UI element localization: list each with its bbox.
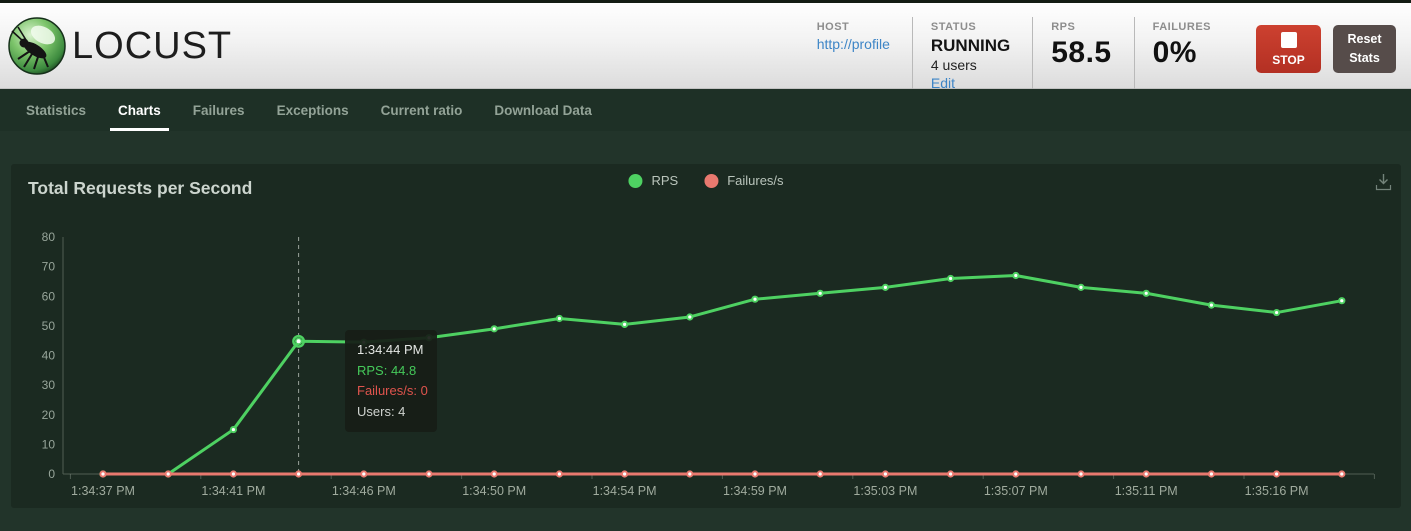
chart-legend: RPS Failures/s — [628, 173, 784, 188]
host-link[interactable]: http://profile — [816, 36, 890, 52]
rps-value: 58.5 — [1051, 36, 1112, 69]
legend-label: RPS — [651, 173, 679, 188]
svg-text:1:34:59 PM: 1:34:59 PM — [723, 484, 787, 498]
download-icon[interactable] — [1374, 172, 1393, 197]
header-info: HOST http://profile STATUS RUNNING 4 use… — [799, 17, 1233, 97]
tab-failures[interactable]: Failures — [192, 102, 245, 118]
legend-item-rps[interactable]: RPS — [628, 173, 678, 188]
legend-label: Failures/s — [727, 173, 784, 188]
svg-text:1:35:03 PM: 1:35:03 PM — [853, 484, 917, 498]
status-label: STATUS — [930, 21, 977, 33]
host-info: HOST http://profile — [799, 17, 912, 97]
svg-text:40: 40 — [42, 349, 56, 363]
svg-text:1:35:16 PM: 1:35:16 PM — [1245, 484, 1309, 498]
edit-link[interactable]: Edit — [930, 75, 955, 91]
svg-text:0: 0 — [48, 467, 55, 481]
stop-button-label: STOP — [1272, 52, 1305, 67]
stop-square-icon — [1280, 31, 1297, 48]
stop-button[interactable]: STOP — [1256, 25, 1321, 73]
svg-text:1:35:11 PM: 1:35:11 PM — [1115, 484, 1178, 498]
reset-stats-button[interactable]: Reset Stats — [1333, 25, 1396, 73]
tab-download-data[interactable]: Download Data — [494, 102, 592, 118]
svg-text:20: 20 — [42, 408, 56, 422]
locust-logo-icon — [8, 17, 66, 75]
legend-item-failures-s[interactable]: Failures/s — [704, 173, 784, 188]
chart-panel: Total Requests per Second RPS Failures/s … — [11, 164, 1401, 508]
status-info: STATUS RUNNING 4 users Edit — [911, 17, 1032, 97]
svg-text:10: 10 — [42, 437, 56, 451]
tab-current-ratio[interactable]: Current ratio — [380, 102, 463, 118]
svg-text:1:35:07 PM: 1:35:07 PM — [984, 484, 1048, 498]
main-content: Total Requests per Second RPS Failures/s … — [0, 131, 1411, 531]
rps-info: RPS 58.5 — [1032, 17, 1133, 97]
locust-logo[interactable]: LOCUST — [8, 17, 232, 75]
svg-text:1:34:41 PM: 1:34:41 PM — [201, 484, 265, 498]
legend-dot — [704, 173, 719, 188]
svg-text:1:34:46 PM: 1:34:46 PM — [332, 484, 396, 498]
svg-text:30: 30 — [42, 378, 56, 392]
tab-statistics[interactable]: Statistics — [26, 102, 87, 118]
tab-charts[interactable]: Charts — [110, 89, 169, 131]
status-user-count: 4 users — [930, 57, 977, 73]
chart-title: Total Requests per Second — [28, 178, 253, 198]
svg-text:80: 80 — [42, 230, 56, 244]
svg-text:1:34:54 PM: 1:34:54 PM — [593, 484, 657, 498]
svg-text:60: 60 — [42, 289, 56, 303]
failures-value: 0% — [1152, 36, 1197, 69]
svg-text:1:34:50 PM: 1:34:50 PM — [462, 484, 526, 498]
host-label: HOST — [816, 21, 850, 33]
svg-text:50: 50 — [42, 319, 56, 333]
failures-info: FAILURES 0% — [1133, 17, 1233, 97]
status-value: RUNNING — [930, 36, 1011, 55]
app-header: LOCUST HOST http://profile STATUS RUNNIN… — [0, 0, 1411, 97]
svg-text:1:34:37 PM: 1:34:37 PM — [71, 484, 135, 498]
svg-text:70: 70 — [42, 260, 56, 274]
tab-exceptions[interactable]: Exceptions — [276, 102, 349, 118]
legend-dot — [628, 173, 643, 188]
rps-label: RPS — [1051, 21, 1076, 33]
failures-label: FAILURES — [1152, 21, 1211, 33]
main-nav: Statistics Charts Failures Exceptions Curren… — [0, 89, 1411, 131]
rps-chart[interactable]: 0 10 20 30 40 50 60 70 80 1:34:37 PM 1:34:41 PM 1:3… — [11, 164, 1401, 508]
logo-wordmark: LOCUST — [72, 25, 233, 67]
